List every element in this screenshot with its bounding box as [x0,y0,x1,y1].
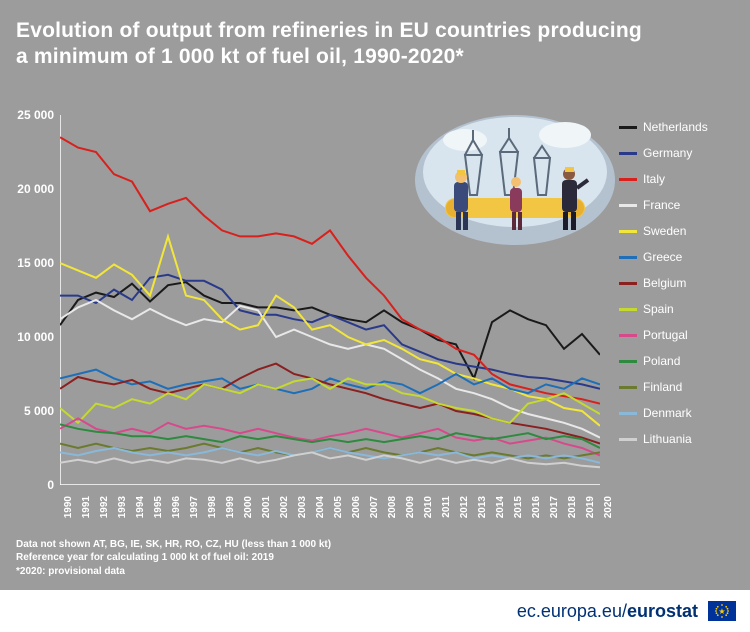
legend-item: Spain [619,302,734,316]
legend-item: Finland [619,380,734,394]
x-tick-label: 2011 [441,496,452,536]
legend-swatch [619,204,637,207]
legend-label: Sweden [643,224,686,238]
legend-swatch [619,256,637,259]
x-tick-label: 1998 [207,496,218,536]
title-line-1: Evolution of output from refineries in E… [16,19,642,42]
y-tick-label: 5 000 [10,404,54,418]
x-tick-label: 2014 [495,496,506,536]
legend-label: Belgium [643,276,686,290]
x-tick-label: 2004 [315,496,326,536]
x-tick-label: 2007 [369,496,380,536]
y-tick-label: 15 000 [10,256,54,270]
legend-label: Denmark [643,406,692,420]
x-tick-label: 2005 [333,496,344,536]
legend-item: Portugal [619,328,734,342]
legend-item: Belgium [619,276,734,290]
x-tick-label: 2010 [423,496,434,536]
y-tick-label: 10 000 [10,330,54,344]
x-tick-label: 1994 [135,496,146,536]
x-tick-label: 2002 [279,496,290,536]
legend-label: Germany [643,146,692,160]
x-tick-label: 1992 [99,496,110,536]
x-tick-label: 2020 [603,496,614,536]
y-tick-label: 0 [10,478,54,492]
footnote-line: Data not shown AT, BG, IE, SK, HR, RO, C… [16,538,331,552]
x-tick-label: 1990 [63,496,74,536]
x-tick-label: 1997 [189,496,200,536]
legend-label: Portugal [643,328,688,342]
x-tick-label: 2000 [243,496,254,536]
series-line [60,282,600,378]
legend-swatch [619,386,637,389]
legend-item: Italy [619,172,734,186]
series-line [60,236,600,425]
x-tick-label: 1991 [81,496,92,536]
x-tick-label: 2017 [549,496,560,536]
footer-prefix: ec.europa.eu [517,601,622,621]
x-axis: 1990 1991 1992 1993 1994 1995 1996 1997 1998 1999… [60,490,600,540]
footnotes: Data not shown AT, BG, IE, SK, HR, RO, C… [16,538,331,579]
x-tick-label: 2012 [459,496,470,536]
x-tick-label: 2003 [297,496,308,536]
title-line-2: a minimum of 1 000 kt of fuel oil, 1990-… [16,45,464,68]
legend-label: Netherlands [643,120,708,134]
legend-swatch [619,152,637,155]
legend-item: Poland [619,354,734,368]
x-tick-label: 2018 [567,496,578,536]
footnote-line: *2020: provisional data [16,565,331,579]
x-tick-label: 2009 [405,496,416,536]
chart-title: Evolution of output from refineries in E… [16,18,734,71]
legend-item: Sweden [619,224,734,238]
eu-flag-icon [708,601,736,621]
legend-label: Lithuania [643,432,692,446]
legend-item: Greece [619,250,734,264]
x-tick-label: 1993 [117,496,128,536]
legend-swatch [619,126,637,129]
x-tick-label: 2008 [387,496,398,536]
legend-item: Denmark [619,406,734,420]
legend-item: Germany [619,146,734,160]
x-tick-label: 2013 [477,496,488,536]
y-tick-label: 20 000 [10,182,54,196]
legend-label: Finland [643,380,682,394]
legend-item: Netherlands [619,120,734,134]
legend-swatch [619,178,637,181]
legend-swatch [619,230,637,233]
legend-item: France [619,198,734,212]
footer-brand: eurostat [627,601,698,621]
legend-swatch [619,308,637,311]
legend-swatch [619,282,637,285]
illustration [410,100,620,250]
x-tick-label: 1999 [225,496,236,536]
legend: Netherlands Germany Italy France Sweden Greec… [619,120,734,458]
legend-swatch [619,438,637,441]
x-tick-label: 2019 [585,496,596,536]
x-tick-label: 2015 [513,496,524,536]
legend-label: France [643,198,680,212]
chart-container: Evolution of output from refineries in E… [0,0,750,590]
footer: ec.europa.eu/eurostat [0,590,750,632]
legend-swatch [619,334,637,337]
legend-label: Spain [643,302,674,316]
footnote-line: Reference year for calculating 1 000 kt … [16,551,331,565]
series-line [60,300,600,438]
legend-item: Lithuania [619,432,734,446]
legend-swatch [619,412,637,415]
x-tick-label: 2001 [261,496,272,536]
x-tick-label: 2006 [351,496,362,536]
footer-link[interactable]: ec.europa.eu/eurostat [517,601,698,622]
legend-swatch [619,360,637,363]
y-axis: 05 00010 00015 00020 00025 000 [10,115,58,485]
y-tick-label: 25 000 [10,108,54,122]
x-tick-label: 2016 [531,496,542,536]
x-tick-label: 1995 [153,496,164,536]
x-tick-label: 1996 [171,496,182,536]
legend-label: Italy [643,172,665,186]
legend-label: Poland [643,354,680,368]
legend-label: Greece [643,250,682,264]
